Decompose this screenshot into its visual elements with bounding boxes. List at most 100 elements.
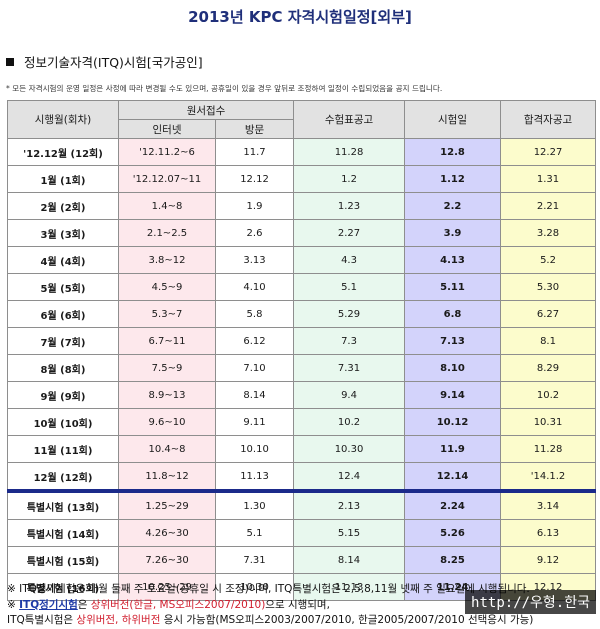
cell-exam: 5.26 xyxy=(404,519,502,547)
header-exam: 시험일 xyxy=(404,100,502,139)
itq-regular-link[interactable]: ITQ정기시험 xyxy=(19,599,78,611)
cell-exam: 2.24 xyxy=(404,489,502,520)
section-label: 정보기술자격(ITQ)시험[국가공인] xyxy=(24,55,203,70)
cell-result: 9.12 xyxy=(500,546,597,574)
header-result: 합격자공고 xyxy=(500,100,597,139)
cell-online: 9.6~10 xyxy=(118,408,216,436)
cell-exam: 5.11 xyxy=(404,273,502,301)
cell-result: 8.1 xyxy=(500,327,597,355)
upper-version-text: 상위버전(한글, MS오피스2007/2010) xyxy=(90,599,266,611)
cell-exam: 6.8 xyxy=(404,300,502,328)
cell-ticket: 7.31 xyxy=(293,354,406,382)
footer-note-2: ※ ITQ정기시험은 상위버전(한글, MS오피스2007/2010)으로 시행… xyxy=(7,599,330,611)
table-row: 12월 (12회) 11.8~12 11.13 12.4 12.14'14.1.2 xyxy=(7,462,597,492)
cell-session: 4월 (4회) xyxy=(7,246,119,274)
cell-ticket: 7.3 xyxy=(293,327,406,355)
table-row: 7월 (7회) 6.7~11 6.12 7.3 7.13 8.1 xyxy=(7,327,597,355)
cell-result: 2.21 xyxy=(500,192,597,220)
cell-result: 3.14 xyxy=(500,489,597,520)
cell-exam: 4.13 xyxy=(404,246,502,274)
table-row: 10월 (10회) 9.6~10 9.11 10.2 10.12 10.31 xyxy=(7,408,597,436)
cell-visit: 8.14 xyxy=(214,381,295,409)
cell-exam: 9.14 xyxy=(404,381,502,409)
cell-visit: 10.10 xyxy=(214,435,295,463)
cell-ticket: 2.27 xyxy=(293,219,406,247)
schedule-note: * 모든 자격시험의 운영 일정은 사정에 따라 변경될 수도 있으며, 공휴일… xyxy=(6,84,443,93)
cell-session: 10월 (10회) xyxy=(7,408,119,436)
table-row: 9월 (9회) 8.9~13 8.14 9.4 9.14 10.2 xyxy=(7,381,597,409)
cell-ticket: 1.23 xyxy=(293,192,406,220)
schedule-body: '12.12월 (12회) '12.11.2~6 11.7 11.28 12.8 12.2… xyxy=(7,138,597,601)
schedule-table: 시행월(회차) 원서접수 수험표공고 시험일 합격자공고 인터넷 방문 '12.… xyxy=(7,100,597,601)
header-visit: 방문 xyxy=(214,119,295,139)
cell-ticket: 1.2 xyxy=(293,165,406,193)
cell-online: 1.25~29 xyxy=(118,489,216,520)
cell-visit: 9.11 xyxy=(214,408,295,436)
cell-exam: 10.12 xyxy=(404,408,502,436)
cell-session: 특별시험 (13회) xyxy=(7,489,119,520)
cell-online: '12.12.07~11 xyxy=(118,165,216,193)
cell-exam: 7.13 xyxy=(404,327,502,355)
page-title: 2013년 KPC 자격시험일정[외부] xyxy=(0,6,600,27)
table-row: 특별시험 (13회) 1.25~29 1.30 2.13 2.24 3.14 xyxy=(7,489,597,520)
cell-session: 8월 (8회) xyxy=(7,354,119,382)
cell-visit: 1.9 xyxy=(214,192,295,220)
cell-session: 7월 (7회) xyxy=(7,327,119,355)
cell-ticket: 5.1 xyxy=(293,273,406,301)
table-row: 5월 (5회) 4.5~9 4.10 5.1 5.11 5.30 xyxy=(7,273,597,301)
cell-session: 1월 (1회) xyxy=(7,165,119,193)
cell-online: 11.8~12 xyxy=(118,462,216,492)
cell-visit: 10.30 xyxy=(214,573,295,601)
header-application: 원서접수 xyxy=(117,100,295,120)
cell-result: 6.13 xyxy=(500,519,597,547)
cell-visit: 7.10 xyxy=(214,354,295,382)
cell-online: '12.11.2~6 xyxy=(118,138,216,166)
table-row: 3월 (3회) 2.1~2.5 2.6 2.27 3.9 3.28 xyxy=(7,219,597,247)
cell-result: 5.30 xyxy=(500,273,597,301)
footer-note-1: ※ ITQ정기시험은 매월 둘째 주 토요일(공휴일 시 조정)이며, ITQ특… xyxy=(7,583,530,595)
cell-result: 8.29 xyxy=(500,354,597,382)
cell-result: 6.27 xyxy=(500,300,597,328)
cell-online: 7.26~30 xyxy=(118,546,216,574)
cell-visit: 11.13 xyxy=(214,462,295,492)
cell-ticket: 11.28 xyxy=(293,138,406,166)
table-row: 2월 (2회) 1.4~8 1.9 1.23 2.2 2.21 xyxy=(7,192,597,220)
cell-ticket: 12.4 xyxy=(293,462,406,492)
table-row: 8월 (8회) 7.5~9 7.10 7.31 8.10 8.29 xyxy=(7,354,597,382)
cell-result: 10.2 xyxy=(500,381,597,409)
cell-visit: 3.13 xyxy=(214,246,295,274)
cell-online: 8.9~13 xyxy=(118,381,216,409)
cell-visit: 12.12 xyxy=(214,165,295,193)
table-row: 11월 (11회) 10.4~8 10.10 10.30 11.9 11.28 xyxy=(7,435,597,463)
cell-online: 10.4~8 xyxy=(118,435,216,463)
header-online: 인터넷 xyxy=(118,119,216,139)
cell-session: 11월 (11회) xyxy=(7,435,119,463)
cell-ticket: 5.15 xyxy=(293,519,406,547)
cell-session: 3월 (3회) xyxy=(7,219,119,247)
title-suffix: [외부] xyxy=(370,8,412,26)
cell-session: 12월 (12회) xyxy=(7,462,119,492)
cell-session: 9월 (9회) xyxy=(7,381,119,409)
cell-exam: 3.9 xyxy=(404,219,502,247)
cell-visit: 6.12 xyxy=(214,327,295,355)
cell-ticket: 10.2 xyxy=(293,408,406,436)
cell-online: 5.3~7 xyxy=(118,300,216,328)
cell-online: 7.5~9 xyxy=(118,354,216,382)
cell-result: 11.28 xyxy=(500,435,597,463)
cell-ticket: 4.3 xyxy=(293,246,406,274)
cell-ticket: 9.4 xyxy=(293,381,406,409)
header-session: 시행월(회차) xyxy=(7,100,119,139)
cell-online: 6.7~11 xyxy=(118,327,216,355)
cell-result: 1.31 xyxy=(500,165,597,193)
cell-visit: 1.30 xyxy=(214,489,295,520)
cell-visit: 5.8 xyxy=(214,300,295,328)
table-row: 4월 (4회) 3.8~12 3.13 4.3 4.13 5.2 xyxy=(7,246,597,274)
table-row: 특별시험 (15회) 7.26~30 7.31 8.14 8.25 9.12 xyxy=(7,546,597,574)
site-watermark: http://우형.한국 xyxy=(465,590,596,614)
cell-visit: 5.1 xyxy=(214,519,295,547)
cell-exam: 8.25 xyxy=(404,546,502,574)
cell-session: 6월 (6회) xyxy=(7,300,119,328)
cell-session: 특별시험 (14회) xyxy=(7,519,119,547)
table-row: '12.12월 (12회) '12.11.2~6 11.7 11.28 12.8 12.2… xyxy=(7,138,597,166)
cell-exam: 1.12 xyxy=(404,165,502,193)
